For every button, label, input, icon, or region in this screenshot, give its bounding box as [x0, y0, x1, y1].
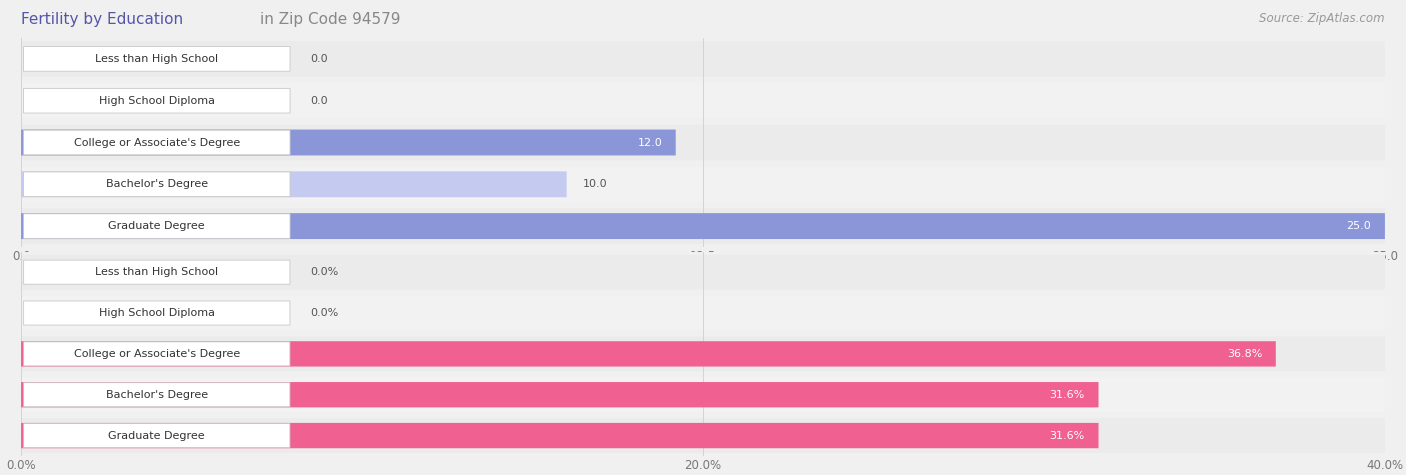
Text: 0.0%: 0.0%: [311, 308, 339, 318]
FancyBboxPatch shape: [21, 167, 1385, 202]
FancyBboxPatch shape: [24, 342, 290, 366]
FancyBboxPatch shape: [21, 295, 1385, 331]
Text: in Zip Code 94579: in Zip Code 94579: [260, 12, 401, 27]
FancyBboxPatch shape: [24, 214, 290, 238]
Text: Graduate Degree: Graduate Degree: [108, 430, 205, 441]
Text: Bachelor's Degree: Bachelor's Degree: [105, 179, 208, 190]
FancyBboxPatch shape: [21, 125, 1385, 160]
Text: 31.6%: 31.6%: [1050, 430, 1085, 441]
Text: Bachelor's Degree: Bachelor's Degree: [105, 390, 208, 400]
Text: Fertility by Education: Fertility by Education: [21, 12, 188, 27]
FancyBboxPatch shape: [21, 255, 1385, 290]
FancyBboxPatch shape: [24, 424, 290, 447]
FancyBboxPatch shape: [21, 213, 1385, 239]
Text: College or Associate's Degree: College or Associate's Degree: [73, 349, 240, 359]
FancyBboxPatch shape: [24, 172, 290, 197]
Text: College or Associate's Degree: College or Associate's Degree: [73, 137, 240, 148]
FancyBboxPatch shape: [21, 130, 676, 155]
Text: 0.0: 0.0: [311, 54, 328, 64]
FancyBboxPatch shape: [21, 341, 1275, 367]
FancyBboxPatch shape: [21, 377, 1385, 412]
Text: 36.8%: 36.8%: [1227, 349, 1263, 359]
FancyBboxPatch shape: [21, 209, 1385, 244]
Text: 25.0: 25.0: [1347, 221, 1371, 231]
FancyBboxPatch shape: [24, 47, 290, 71]
FancyBboxPatch shape: [24, 383, 290, 407]
Text: 0.0%: 0.0%: [311, 267, 339, 277]
FancyBboxPatch shape: [24, 130, 290, 155]
FancyBboxPatch shape: [24, 260, 290, 284]
Text: 31.6%: 31.6%: [1050, 390, 1085, 400]
Text: Graduate Degree: Graduate Degree: [108, 221, 205, 231]
FancyBboxPatch shape: [24, 88, 290, 113]
FancyBboxPatch shape: [21, 41, 1385, 76]
Text: Less than High School: Less than High School: [96, 54, 218, 64]
FancyBboxPatch shape: [21, 83, 1385, 118]
Text: 12.0: 12.0: [637, 137, 662, 148]
FancyBboxPatch shape: [21, 336, 1385, 371]
Text: Less than High School: Less than High School: [96, 267, 218, 277]
Text: High School Diploma: High School Diploma: [98, 308, 215, 318]
FancyBboxPatch shape: [21, 423, 1098, 448]
FancyBboxPatch shape: [21, 418, 1385, 453]
FancyBboxPatch shape: [24, 301, 290, 325]
Text: 10.0: 10.0: [583, 179, 607, 190]
Text: Source: ZipAtlas.com: Source: ZipAtlas.com: [1260, 12, 1385, 25]
Text: 0.0: 0.0: [311, 95, 328, 106]
Text: High School Diploma: High School Diploma: [98, 95, 215, 106]
FancyBboxPatch shape: [21, 171, 567, 197]
FancyBboxPatch shape: [21, 382, 1098, 408]
